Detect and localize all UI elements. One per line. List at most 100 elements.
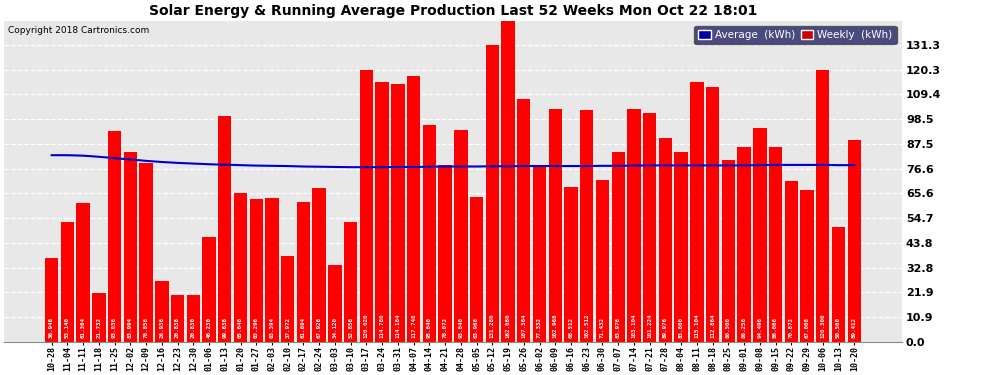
Bar [359,70,373,342]
Bar [800,190,814,342]
Text: 99.638: 99.638 [223,317,228,338]
Text: 102.512: 102.512 [584,314,589,338]
Text: 120.300: 120.300 [821,314,826,338]
Bar [454,130,467,342]
Bar [470,197,483,342]
Text: 20.838: 20.838 [175,317,180,338]
Bar [423,125,436,342]
Bar [297,202,310,342]
Text: 20.830: 20.830 [191,317,196,338]
Bar [612,152,625,342]
Bar [140,164,152,342]
Bar [186,295,200,342]
Text: 107.364: 107.364 [522,314,527,338]
Text: Copyright 2018 Cartronics.com: Copyright 2018 Cartronics.com [8,26,149,35]
Bar [92,292,106,342]
Bar [564,187,578,342]
Text: 101.224: 101.224 [647,314,652,338]
Text: 36.946: 36.946 [50,317,54,338]
Bar [234,193,248,342]
Text: 83.800: 83.800 [678,317,684,338]
Text: 120.020: 120.020 [364,314,369,338]
Bar [769,147,782,342]
Bar [533,167,546,342]
Text: 61.364: 61.364 [80,317,85,338]
Text: 103.104: 103.104 [632,314,637,338]
Text: 26.936: 26.936 [159,317,164,338]
Bar [313,188,326,342]
Bar [329,264,342,342]
Bar [674,152,688,342]
Bar [753,128,766,342]
Text: 78.856: 78.856 [144,317,148,338]
Bar [108,131,122,342]
Bar [344,222,357,342]
Text: 78.072: 78.072 [443,317,447,338]
Bar [249,199,263,342]
Bar [517,99,531,342]
Bar [738,147,750,342]
Bar [548,109,562,342]
Bar [76,203,90,342]
Bar [785,182,798,342]
Text: 67.926: 67.926 [317,317,322,338]
Text: 117.748: 117.748 [411,314,416,338]
Bar [486,45,499,342]
Bar [501,0,515,342]
Text: 63.296: 63.296 [253,317,258,338]
Bar [658,138,672,342]
Text: 93.036: 93.036 [112,317,117,338]
Bar [580,110,593,342]
Bar [202,237,216,342]
Text: 162.080: 162.080 [506,314,511,338]
Bar [218,117,232,342]
Text: 114.184: 114.184 [395,314,400,338]
Text: 67.008: 67.008 [805,317,810,338]
Text: 94.496: 94.496 [757,317,762,338]
Text: 61.694: 61.694 [301,317,306,338]
Text: 114.780: 114.780 [379,314,385,338]
Text: 53.140: 53.140 [65,317,70,338]
Text: 102.968: 102.968 [552,314,557,338]
Text: 115.104: 115.104 [694,314,699,338]
Bar [124,152,137,342]
Title: Solar Energy & Running Average Production Last 52 Weeks Mon Oct 22 18:01: Solar Energy & Running Average Productio… [148,4,757,18]
Bar [832,227,845,342]
Bar [596,180,609,342]
Text: 50.560: 50.560 [836,317,842,338]
Text: 65.640: 65.640 [238,317,243,338]
Text: 89.412: 89.412 [851,317,856,338]
Text: 37.972: 37.972 [285,317,290,338]
Text: 83.976: 83.976 [616,317,621,338]
Text: 80.500: 80.500 [726,317,731,338]
Bar [690,81,704,342]
Text: 86.256: 86.256 [742,317,746,338]
Bar [722,160,735,342]
Bar [706,87,720,342]
Text: 95.840: 95.840 [427,317,432,338]
Bar [155,281,168,342]
Bar [281,256,294,342]
Bar [171,295,184,342]
Text: 86.066: 86.066 [773,317,778,338]
Bar [439,165,451,342]
Text: 21.732: 21.732 [96,317,101,338]
Bar [45,258,58,342]
Text: 63.394: 63.394 [269,317,274,338]
Bar [847,140,861,342]
Text: 70.872: 70.872 [789,317,794,338]
Text: 131.280: 131.280 [490,314,495,338]
Bar [391,84,405,342]
Text: 52.856: 52.856 [348,317,353,338]
Text: 83.994: 83.994 [128,317,133,338]
Text: 46.230: 46.230 [207,317,212,338]
Text: 34.120: 34.120 [333,317,338,338]
Bar [375,82,389,342]
Bar [628,109,641,342]
Text: 68.512: 68.512 [568,317,573,338]
Text: 89.976: 89.976 [663,317,668,338]
Bar [60,222,74,342]
Text: 112.864: 112.864 [710,314,715,338]
Bar [407,75,421,342]
Bar [643,113,656,342]
